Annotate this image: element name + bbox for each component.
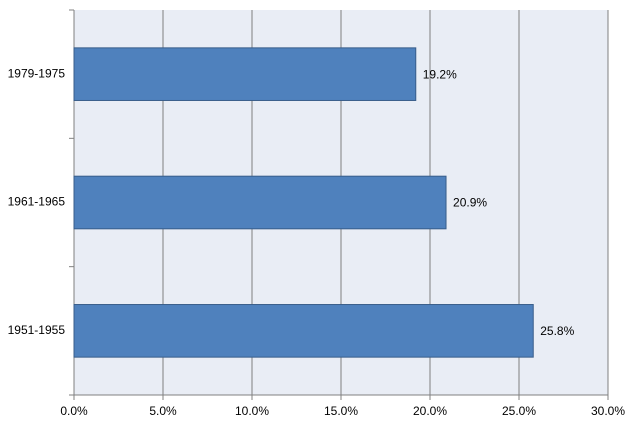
value-label: 19.2% <box>423 67 457 81</box>
value-label: 20.9% <box>453 196 487 210</box>
value-label: 25.8% <box>540 324 574 338</box>
x-tick-label: 25.0% <box>502 404 536 418</box>
bar <box>73 175 447 230</box>
x-tick-label: 30.0% <box>591 404 625 418</box>
x-tick-label: 0.0% <box>60 404 88 418</box>
y-tick-label: 1979-1975 <box>8 66 66 80</box>
y-tick-label: 1951-1955 <box>8 323 66 337</box>
x-tick-label: 10.0% <box>235 404 269 418</box>
x-tick-label: 20.0% <box>413 404 447 418</box>
x-tick-label: 5.0% <box>149 404 177 418</box>
y-tick-label: 1961-1965 <box>8 195 66 209</box>
x-tick-label: 15.0% <box>324 404 358 418</box>
bar <box>73 304 534 358</box>
bar <box>73 47 417 101</box>
